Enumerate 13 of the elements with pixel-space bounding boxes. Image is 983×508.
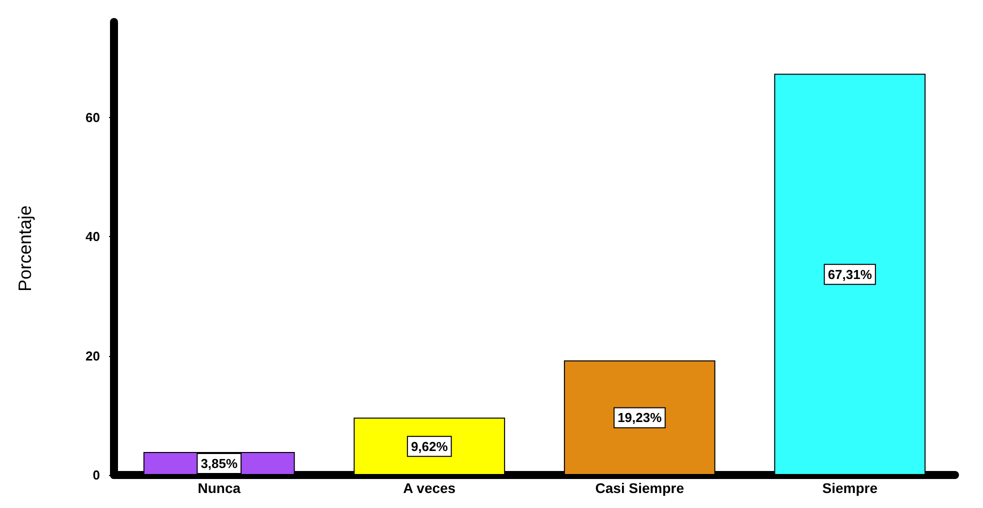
x-tick-label: A veces xyxy=(403,480,456,496)
x-tick-label: Siempre xyxy=(822,480,878,496)
x-tick-label: Casi Siempre xyxy=(595,480,684,496)
y-tick-label: 60 xyxy=(86,110,100,125)
x-tick-label: Nunca xyxy=(198,480,241,496)
y-tick-label: 0 xyxy=(92,468,100,482)
data-label: 19,23% xyxy=(618,410,662,426)
data-label: 3,85% xyxy=(200,456,238,472)
y-tick-label: 20 xyxy=(86,348,100,364)
data-label: 9,62% xyxy=(410,438,448,454)
data-label: 67,31% xyxy=(828,266,872,282)
y-tick-label: 40 xyxy=(86,229,100,244)
y-axis-title: Porcentaje xyxy=(15,205,35,292)
